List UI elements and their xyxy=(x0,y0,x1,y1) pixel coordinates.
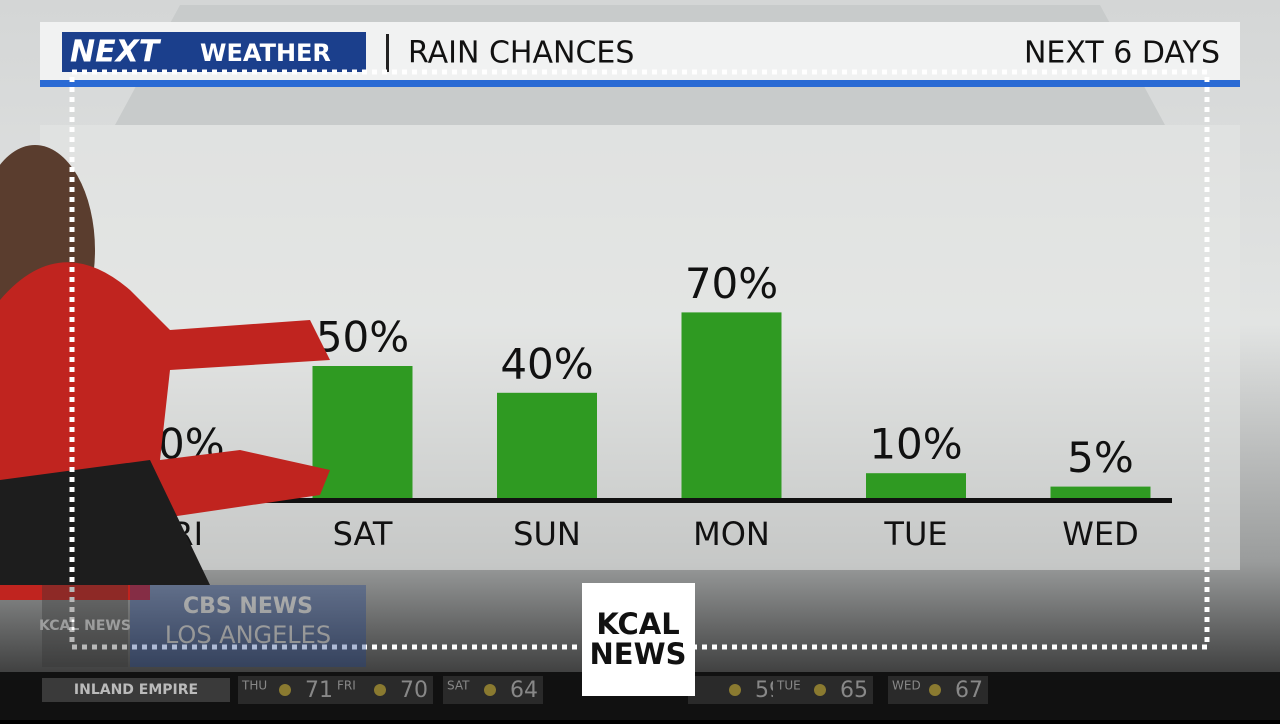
category-label: WED xyxy=(1062,515,1139,553)
value-label: 5% xyxy=(1067,433,1134,482)
ticker-icon xyxy=(484,684,496,696)
station: KCAL NEWS xyxy=(39,618,131,634)
bar xyxy=(681,312,782,500)
ticker-day: WED xyxy=(892,679,921,693)
bar xyxy=(497,392,597,500)
ticker-icon xyxy=(729,684,741,696)
region-box xyxy=(42,678,230,702)
ticker-temp: 67 xyxy=(955,678,983,703)
category-label: TUE xyxy=(883,515,947,553)
logo-line1: KCAL xyxy=(596,607,679,641)
station-box xyxy=(42,585,128,667)
category-label: MON xyxy=(693,515,770,553)
bar xyxy=(1050,486,1151,500)
brand-next: NEXT xyxy=(70,35,162,70)
ticker-temp: 64 xyxy=(510,678,538,703)
city: LOS ANGELES xyxy=(165,621,331,649)
ticker-temp: 70 xyxy=(400,678,428,703)
category-label: SAT xyxy=(333,515,393,553)
lower-third: KCAL NEWS CBS NEWS LOS ANGELES xyxy=(39,585,366,667)
bar xyxy=(866,473,966,500)
value-label: 50% xyxy=(316,313,409,362)
value-label: 10% xyxy=(869,420,962,469)
ticker-icon xyxy=(814,684,826,696)
network: CBS NEWS xyxy=(183,594,313,619)
ticker-day: TUE xyxy=(776,679,801,693)
brand-weather: WEATHER xyxy=(200,39,331,67)
presenter xyxy=(0,145,330,600)
network-box xyxy=(130,585,366,667)
bar xyxy=(312,366,413,500)
header-rule xyxy=(40,80,1240,87)
header-title: RAIN CHANCES xyxy=(408,36,634,71)
logo-line2: NEWS xyxy=(590,637,687,671)
value-label: 70% xyxy=(685,259,778,308)
ticker-icon xyxy=(929,684,941,696)
ticker-day: FRI xyxy=(337,679,356,693)
baseline xyxy=(150,498,1172,503)
header-range: NEXT 6 DAYS xyxy=(1024,36,1220,71)
dotted-frame xyxy=(69,69,1210,650)
brand-box xyxy=(62,32,366,72)
category-label: SUN xyxy=(513,515,581,553)
ticker-day: SAT xyxy=(447,679,470,693)
ticker-temp: 71 xyxy=(305,678,333,703)
ticker-icon xyxy=(374,684,386,696)
ticker-temp: 65 xyxy=(840,678,868,703)
ticker-icon xyxy=(279,684,291,696)
logo-box xyxy=(582,583,695,696)
divider xyxy=(386,34,389,72)
ticker-day: THU xyxy=(241,679,267,693)
ticker-region: INLAND EMPIRE xyxy=(74,682,198,698)
value-label: 40% xyxy=(500,339,593,388)
